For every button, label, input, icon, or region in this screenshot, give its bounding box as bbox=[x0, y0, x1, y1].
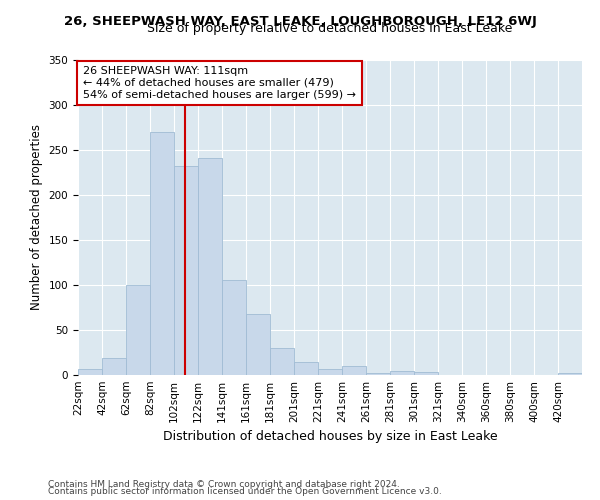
Bar bbox=[198, 158, 222, 375]
Bar bbox=[366, 373, 390, 375]
Text: 26 SHEEPWASH WAY: 111sqm
← 44% of detached houses are smaller (479)
54% of semi-: 26 SHEEPWASH WAY: 111sqm ← 44% of detach… bbox=[83, 66, 356, 100]
X-axis label: Distribution of detached houses by size in East Leake: Distribution of detached houses by size … bbox=[163, 430, 497, 444]
Y-axis label: Number of detached properties: Number of detached properties bbox=[30, 124, 43, 310]
Bar bbox=[558, 373, 582, 375]
Bar bbox=[246, 314, 270, 375]
Bar bbox=[294, 362, 318, 375]
Bar bbox=[390, 372, 414, 375]
Bar bbox=[270, 348, 294, 375]
Bar bbox=[222, 280, 246, 375]
Title: Size of property relative to detached houses in East Leake: Size of property relative to detached ho… bbox=[148, 22, 512, 35]
Text: Contains HM Land Registry data © Crown copyright and database right 2024.: Contains HM Land Registry data © Crown c… bbox=[48, 480, 400, 489]
Bar bbox=[342, 366, 366, 375]
Bar bbox=[78, 368, 102, 375]
Bar bbox=[174, 166, 198, 375]
Text: Contains public sector information licensed under the Open Government Licence v3: Contains public sector information licen… bbox=[48, 487, 442, 496]
Bar bbox=[126, 285, 150, 375]
Bar bbox=[102, 358, 126, 375]
Bar bbox=[318, 368, 342, 375]
Bar bbox=[150, 132, 174, 375]
Bar bbox=[414, 372, 438, 375]
Text: 26, SHEEPWASH WAY, EAST LEAKE, LOUGHBOROUGH, LE12 6WJ: 26, SHEEPWASH WAY, EAST LEAKE, LOUGHBORO… bbox=[64, 15, 536, 28]
